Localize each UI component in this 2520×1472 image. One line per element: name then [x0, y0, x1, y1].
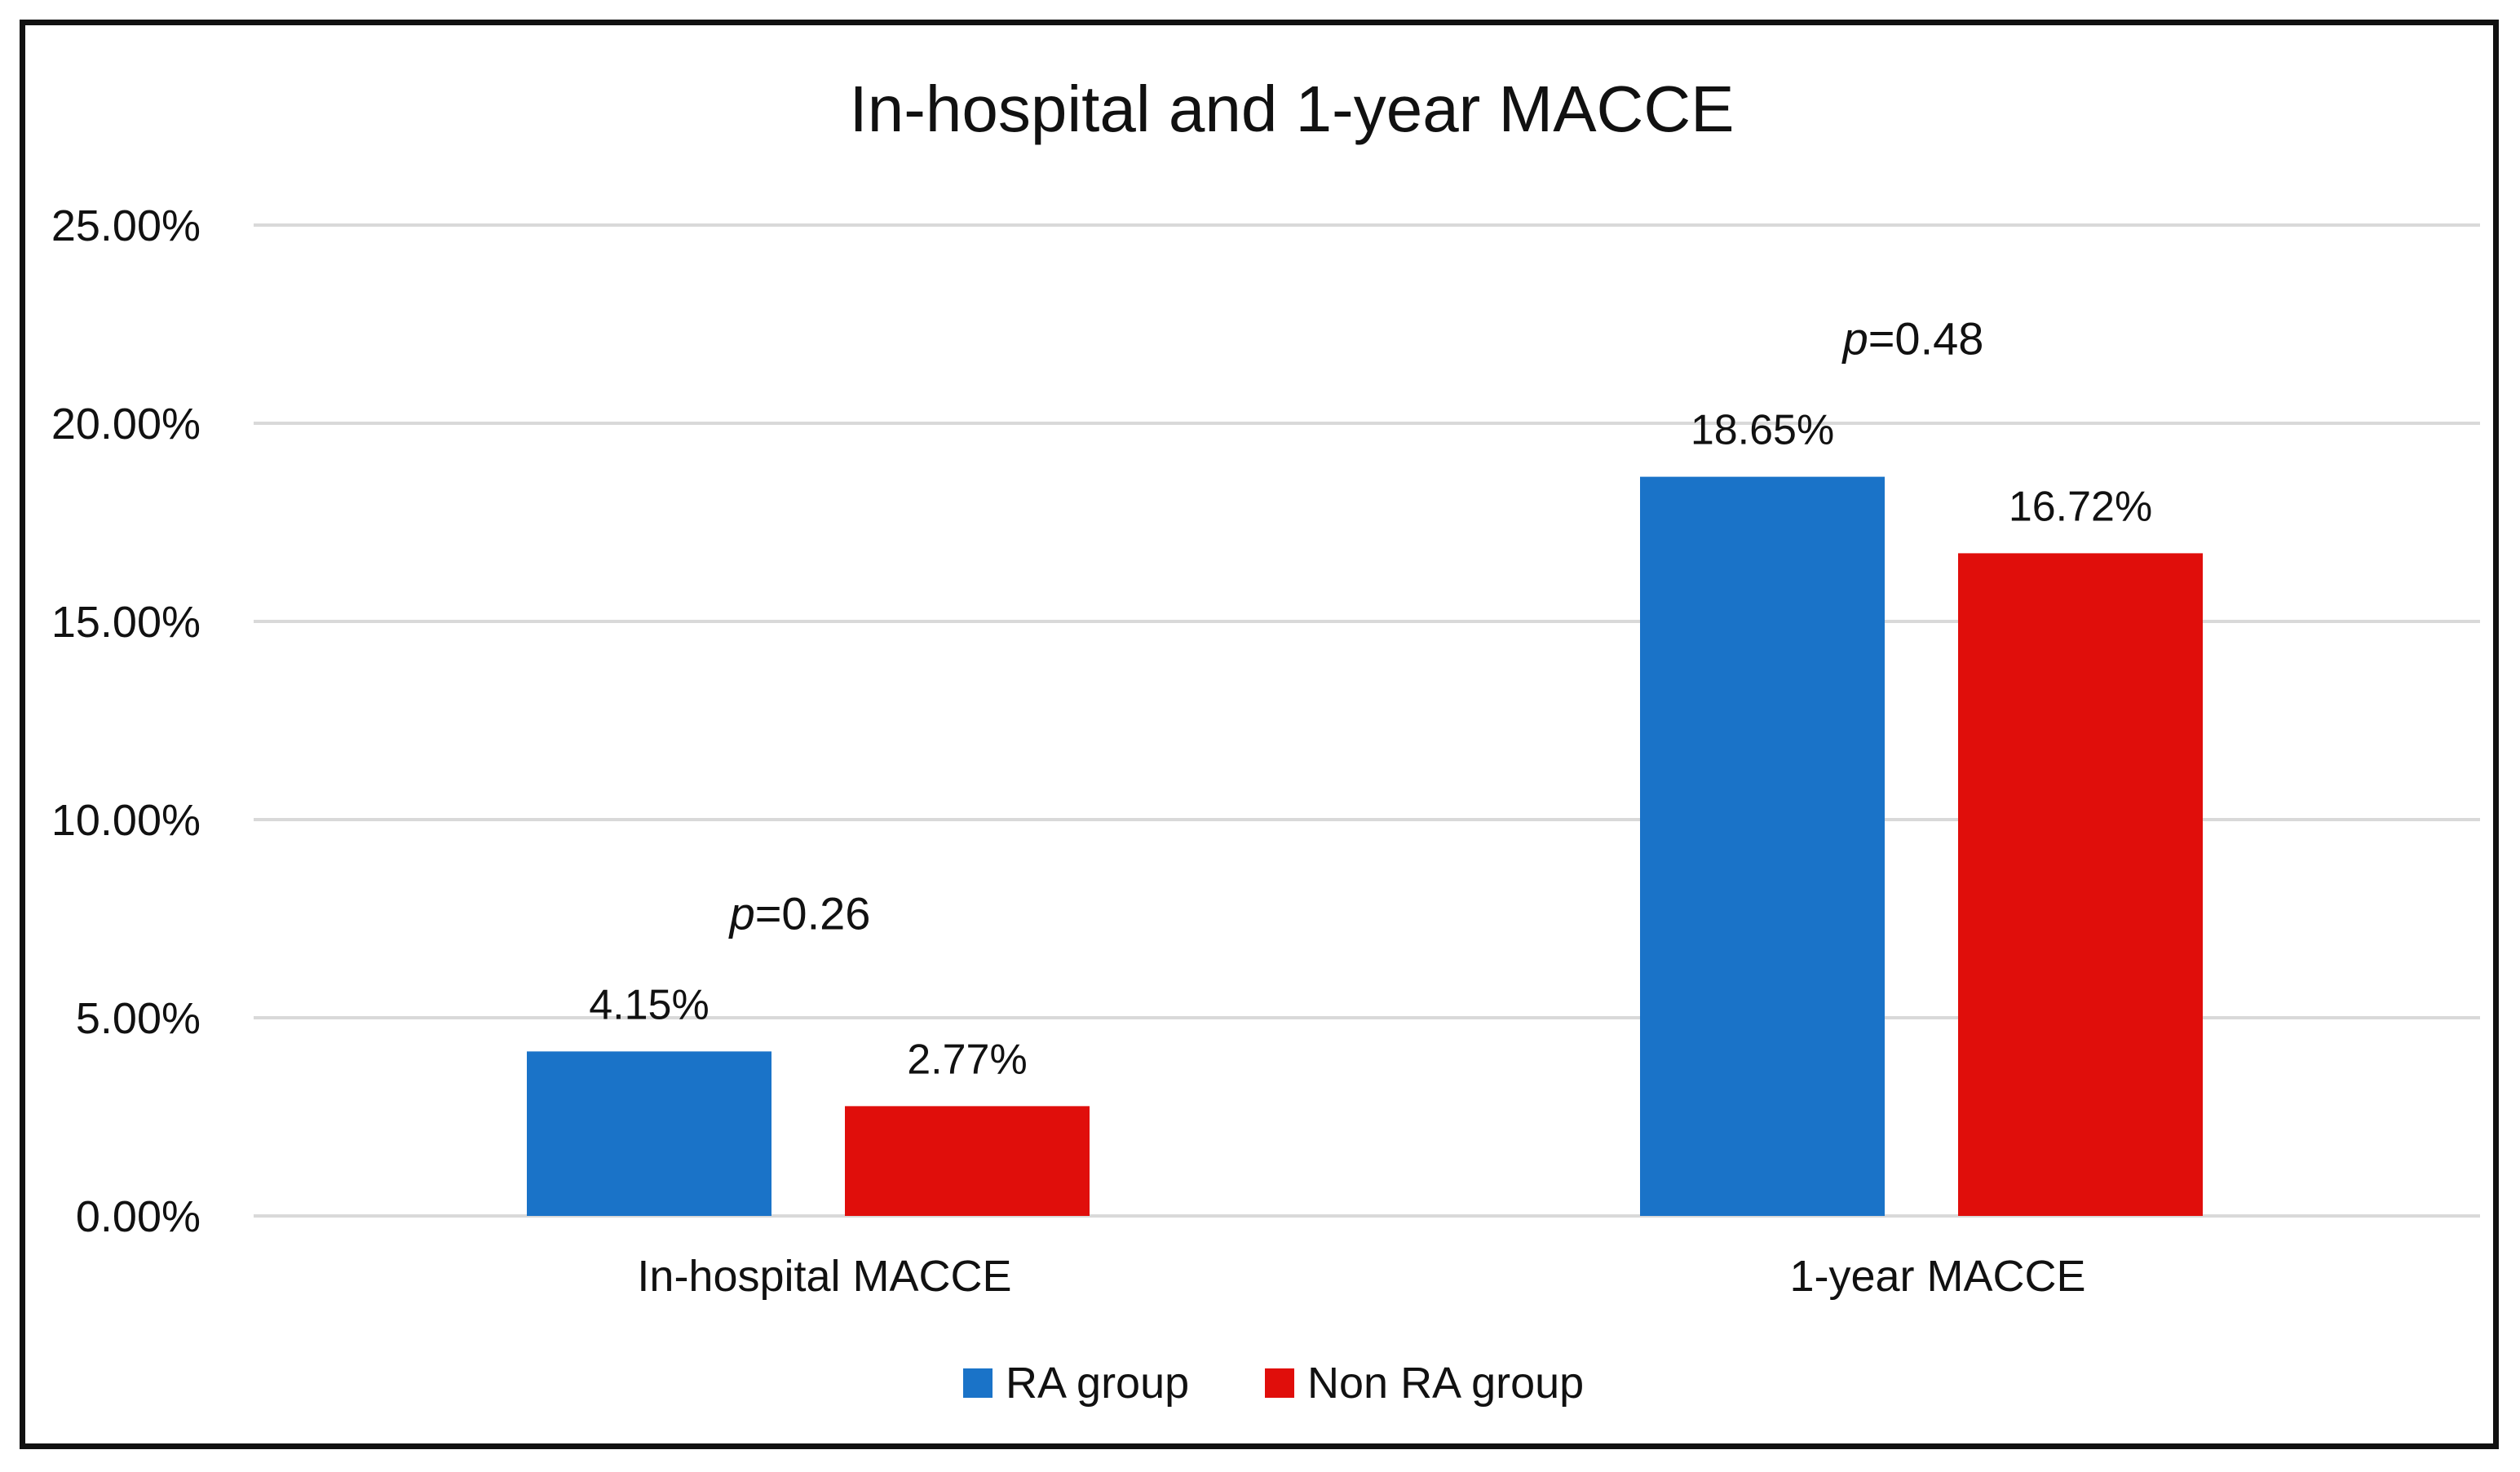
x-axis-categories: In-hospital MACCE 1-year MACCE	[637, 1252, 2085, 1301]
y-tick-label: 20.00%	[51, 400, 201, 449]
p-value: =0.48	[1868, 313, 1984, 365]
bar-non-ra-0	[845, 1106, 1090, 1216]
legend-swatch-non-ra	[1265, 1368, 1294, 1398]
x-category-label: In-hospital MACCE	[637, 1252, 1011, 1301]
y-tick-label: 5.00%	[76, 994, 201, 1043]
p-symbol: p	[728, 887, 755, 939]
chart-frame: In-hospital and 1-year MACCE 0.00% 5.00% 1…	[20, 20, 2499, 1449]
data-label: 2.77%	[907, 1036, 1027, 1083]
p-value: =0.26	[755, 887, 871, 939]
data-label: 18.65%	[1691, 407, 1834, 454]
y-tick-label: 10.00%	[51, 796, 201, 845]
data-label: 16.72%	[2009, 483, 2152, 530]
y-tick-label: 15.00%	[51, 598, 201, 647]
p-value-label: p=0.26	[728, 887, 871, 939]
p-value-label: p=0.48	[1841, 313, 1984, 365]
legend: RA group Non RA group	[963, 1359, 1584, 1408]
legend-label: RA group	[1006, 1359, 1189, 1408]
p-value-annotations: p=0.26p=0.48	[728, 313, 1984, 939]
x-category-label: 1-year MACCE	[1789, 1252, 2085, 1301]
y-axis-ticks: 0.00% 5.00% 10.00% 15.00% 20.00% 25.00%	[51, 201, 201, 1241]
legend-label: Non RA group	[1307, 1359, 1584, 1408]
chart-canvas: In-hospital and 1-year MACCE 0.00% 5.00% 1…	[51, 73, 2480, 1408]
bar-ra-0	[527, 1051, 771, 1216]
bar-ra-1	[1640, 476, 1885, 1216]
data-labels: 4.15% 18.65% 2.77% 16.72%	[589, 407, 2152, 1084]
p-symbol: p	[1841, 313, 1868, 365]
y-tick-label: 0.00%	[76, 1192, 201, 1241]
bar-non-ra-1	[1958, 553, 2203, 1216]
data-label: 4.15%	[589, 981, 709, 1028]
chart-title: In-hospital and 1-year MACCE	[850, 73, 1735, 145]
bars	[527, 476, 2203, 1216]
legend-swatch-ra	[963, 1368, 993, 1398]
y-tick-label: 25.00%	[51, 201, 201, 250]
